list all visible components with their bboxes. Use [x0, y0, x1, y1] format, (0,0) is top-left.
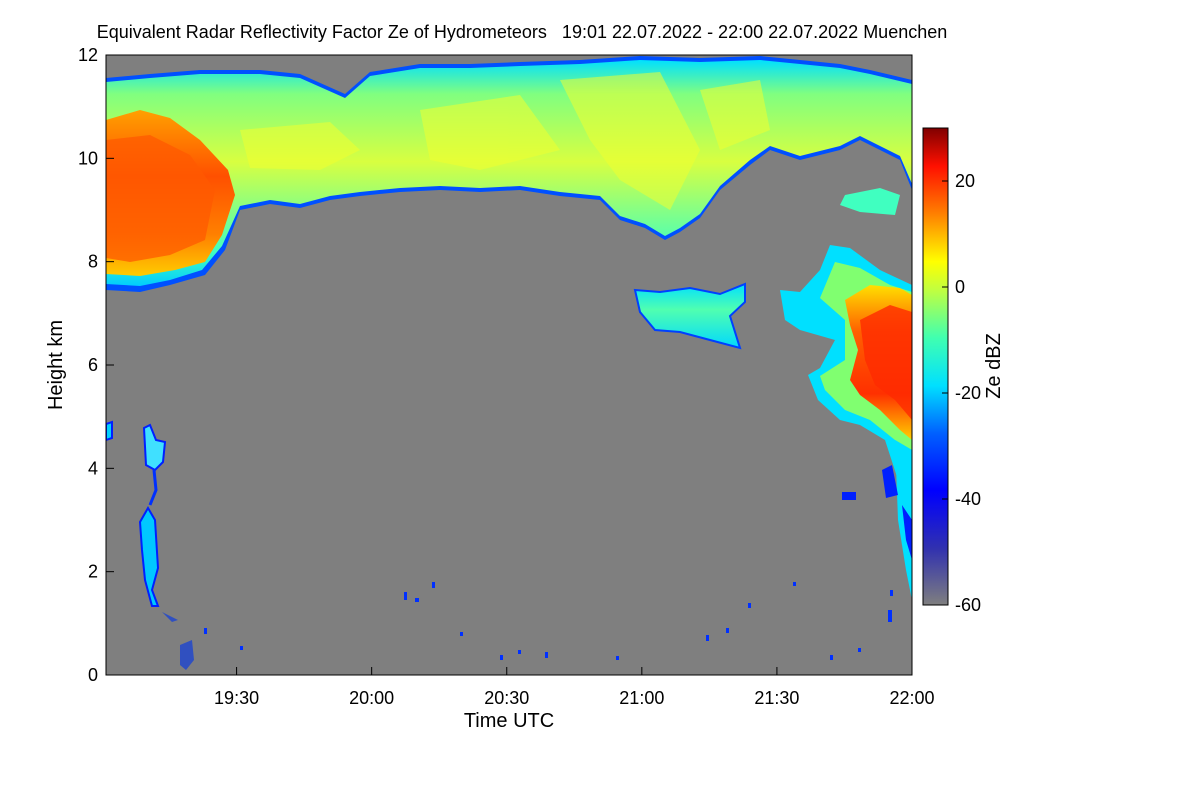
early-intense-core-inner	[106, 135, 215, 262]
rising-plume-lower	[138, 506, 160, 607]
y-axis-label: Height km	[45, 320, 67, 410]
y-tick-label: 0	[88, 665, 98, 685]
x-tick-label: 21:30	[754, 688, 799, 708]
y-tick-label: 4	[88, 458, 98, 478]
y-tick-label: 6	[88, 355, 98, 375]
colorbar: 20 0 -20 -40 -60	[922, 127, 981, 615]
fall-streak-edge	[842, 465, 912, 560]
y-tick-label: 12	[78, 45, 98, 65]
ground-clutter	[204, 582, 893, 660]
x-tick-label: 20:30	[484, 688, 529, 708]
y-tick-label: 10	[78, 148, 98, 168]
x-tick-label: 21:00	[619, 688, 664, 708]
y-tick-label: 8	[88, 252, 98, 272]
x-tick-label: 19:30	[214, 688, 259, 708]
colorbar-tick-label: 0	[955, 277, 965, 297]
plot-area	[106, 55, 912, 675]
cloud-streaks	[240, 72, 770, 210]
rising-plume-upper	[142, 423, 167, 472]
late-intense-core-inner	[860, 305, 912, 420]
colorbar-tick-label: -60	[955, 595, 981, 615]
low-level-echo-left	[106, 420, 113, 442]
colorbar-tick-label: 20	[955, 171, 975, 191]
chart-title: Equivalent Radar Reflectivity Factor Ze …	[97, 22, 948, 42]
x-axis-label: Time UTC	[464, 710, 554, 732]
colorbar-label: Ze dBZ	[983, 333, 1005, 399]
fall-streak	[895, 440, 912, 600]
y-axis: 0 2 4 6 8 10 12	[78, 45, 114, 685]
x-tick-label: 22:00	[889, 688, 934, 708]
y-tick-label: 2	[88, 562, 98, 582]
colorbar-scale	[922, 127, 949, 606]
mid-level-cloud-edge	[633, 282, 746, 350]
colorbar-tick-label: -20	[955, 383, 981, 403]
rising-plume-stem	[148, 469, 158, 506]
mid-level-cloud	[635, 284, 745, 348]
colorbar-tick-label: -40	[955, 489, 981, 509]
ground-echo-left	[162, 612, 194, 670]
x-tick-label: 20:00	[349, 688, 394, 708]
right-upper-band	[840, 188, 900, 215]
x-axis: 19:30 20:00 20:30 21:00 21:30 22:00	[214, 667, 935, 708]
